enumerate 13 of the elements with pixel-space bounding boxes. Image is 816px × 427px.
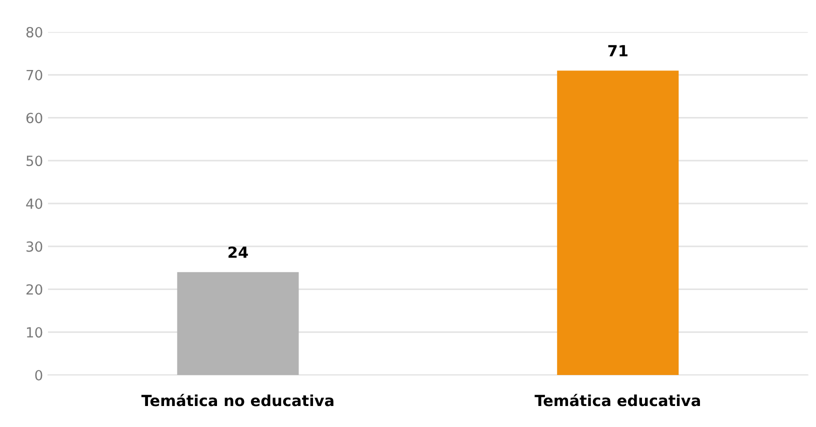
y-tick-label: 20	[26, 284, 42, 295]
y-tick-label: 50	[26, 156, 42, 166]
y-tick-label: 40	[26, 198, 42, 209]
y-tick-label: 60	[26, 112, 42, 124]
data-label: 71	[608, 45, 628, 56]
y-tick-label: 30	[26, 241, 42, 252]
data-label: 24	[228, 246, 248, 258]
y-tick-label: 0	[35, 370, 42, 380]
y-tick-label: 70	[26, 70, 42, 80]
y-tick-label: 80	[26, 26, 42, 38]
x-tick-label: Temática no educativa	[141, 394, 334, 406]
x-tick-label: Temática educativa	[534, 394, 700, 406]
y-tick-label: 10	[26, 327, 42, 338]
